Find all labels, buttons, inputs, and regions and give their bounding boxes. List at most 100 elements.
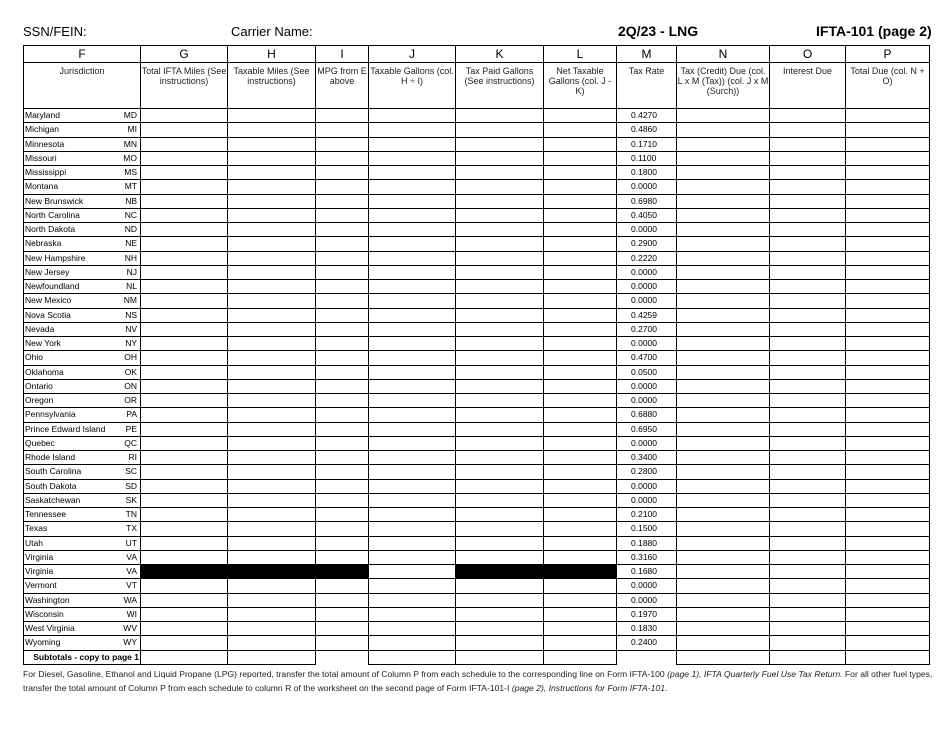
input-cell-n[interactable] — [676, 107, 770, 124]
input-cell-g[interactable] — [140, 449, 228, 466]
input-cell-n[interactable] — [676, 606, 770, 623]
input-cell-o[interactable] — [769, 122, 846, 138]
input-cell-p[interactable] — [845, 107, 930, 124]
input-cell-p[interactable] — [845, 150, 930, 167]
input-cell-p[interactable] — [845, 321, 930, 338]
subtotal-cell-l[interactable] — [543, 649, 617, 665]
input-cell-o[interactable] — [769, 549, 846, 566]
input-cell-h[interactable] — [227, 164, 316, 181]
input-cell-l[interactable] — [543, 549, 617, 566]
input-cell-g[interactable] — [140, 620, 228, 637]
input-cell-h[interactable] — [227, 578, 316, 594]
input-cell-p[interactable] — [845, 535, 930, 551]
input-cell-k[interactable] — [455, 549, 544, 566]
input-cell-k[interactable] — [455, 221, 544, 238]
input-cell-k[interactable] — [455, 179, 544, 195]
input-cell-g[interactable] — [140, 164, 228, 181]
input-cell-i[interactable] — [315, 150, 369, 167]
input-cell-n[interactable] — [676, 179, 770, 195]
input-cell-k[interactable] — [455, 364, 544, 380]
input-cell-j[interactable] — [368, 563, 456, 580]
input-cell-o[interactable] — [769, 307, 846, 323]
input-cell-i[interactable] — [315, 535, 369, 551]
input-cell-o[interactable] — [769, 179, 846, 195]
input-cell-p[interactable] — [845, 221, 930, 238]
input-cell-l[interactable] — [543, 620, 617, 637]
input-cell-i[interactable] — [315, 549, 369, 566]
input-cell-o[interactable] — [769, 407, 846, 423]
input-cell-o[interactable] — [769, 250, 846, 266]
input-cell-k[interactable] — [455, 421, 544, 437]
input-cell-j[interactable] — [368, 449, 456, 466]
input-cell-i[interactable] — [315, 578, 369, 594]
input-cell-p[interactable] — [845, 506, 930, 523]
input-cell-l[interactable] — [543, 492, 617, 509]
input-cell-n[interactable] — [676, 250, 770, 266]
input-cell-i[interactable] — [315, 136, 369, 152]
input-cell-p[interactable] — [845, 549, 930, 566]
input-cell-l[interactable] — [543, 293, 617, 309]
input-cell-i[interactable] — [315, 506, 369, 523]
input-cell-p[interactable] — [845, 578, 930, 594]
input-cell-i[interactable] — [315, 221, 369, 238]
input-cell-p[interactable] — [845, 421, 930, 437]
input-cell-i[interactable] — [315, 179, 369, 195]
input-cell-h[interactable] — [227, 549, 316, 566]
input-cell-h[interactable] — [227, 449, 316, 466]
input-cell-n[interactable] — [676, 635, 770, 651]
input-cell-n[interactable] — [676, 492, 770, 509]
input-cell-o[interactable] — [769, 592, 846, 608]
input-cell-o[interactable] — [769, 606, 846, 623]
input-cell-i[interactable] — [315, 464, 369, 480]
input-cell-h[interactable] — [227, 620, 316, 637]
input-cell-n[interactable] — [676, 535, 770, 551]
input-cell-j[interactable] — [368, 464, 456, 480]
input-cell-l[interactable] — [543, 122, 617, 138]
input-cell-g[interactable] — [140, 407, 228, 423]
input-cell-k[interactable] — [455, 635, 544, 651]
input-cell-n[interactable] — [676, 592, 770, 608]
input-cell-j[interactable] — [368, 335, 456, 352]
input-cell-i[interactable] — [315, 478, 369, 494]
input-cell-j[interactable] — [368, 350, 456, 366]
input-cell-k[interactable] — [455, 521, 544, 537]
input-cell-j[interactable] — [368, 392, 456, 409]
input-cell-o[interactable] — [769, 435, 846, 452]
input-cell-j[interactable] — [368, 378, 456, 395]
input-cell-n[interactable] — [676, 435, 770, 452]
input-cell-j[interactable] — [368, 278, 456, 295]
input-cell-j[interactable] — [368, 107, 456, 124]
input-cell-i[interactable] — [315, 236, 369, 252]
input-cell-k[interactable] — [455, 392, 544, 409]
input-cell-p[interactable] — [845, 392, 930, 409]
input-cell-n[interactable] — [676, 521, 770, 537]
input-cell-j[interactable] — [368, 549, 456, 566]
input-cell-i[interactable] — [315, 635, 369, 651]
input-cell-i[interactable] — [315, 435, 369, 452]
input-cell-i[interactable] — [315, 392, 369, 409]
input-cell-g[interactable] — [140, 307, 228, 323]
input-cell-n[interactable] — [676, 307, 770, 323]
input-cell-l[interactable] — [543, 435, 617, 452]
input-cell-o[interactable] — [769, 449, 846, 466]
input-cell-i[interactable] — [315, 492, 369, 509]
input-cell-j[interactable] — [368, 592, 456, 608]
input-cell-p[interactable] — [845, 350, 930, 366]
input-cell-j[interactable] — [368, 193, 456, 209]
input-cell-k[interactable] — [455, 464, 544, 480]
input-cell-j[interactable] — [368, 407, 456, 423]
input-cell-g[interactable] — [140, 321, 228, 338]
input-cell-k[interactable] — [455, 193, 544, 209]
input-cell-k[interactable] — [455, 378, 544, 395]
input-cell-n[interactable] — [676, 264, 770, 281]
input-cell-j[interactable] — [368, 264, 456, 281]
input-cell-o[interactable] — [769, 236, 846, 252]
input-cell-g[interactable] — [140, 478, 228, 494]
input-cell-l[interactable] — [543, 521, 617, 537]
subtotal-cell-g[interactable] — [140, 649, 228, 665]
input-cell-k[interactable] — [455, 506, 544, 523]
input-cell-i[interactable] — [315, 606, 369, 623]
input-cell-g[interactable] — [140, 207, 228, 224]
input-cell-p[interactable] — [845, 236, 930, 252]
input-cell-l[interactable] — [543, 407, 617, 423]
